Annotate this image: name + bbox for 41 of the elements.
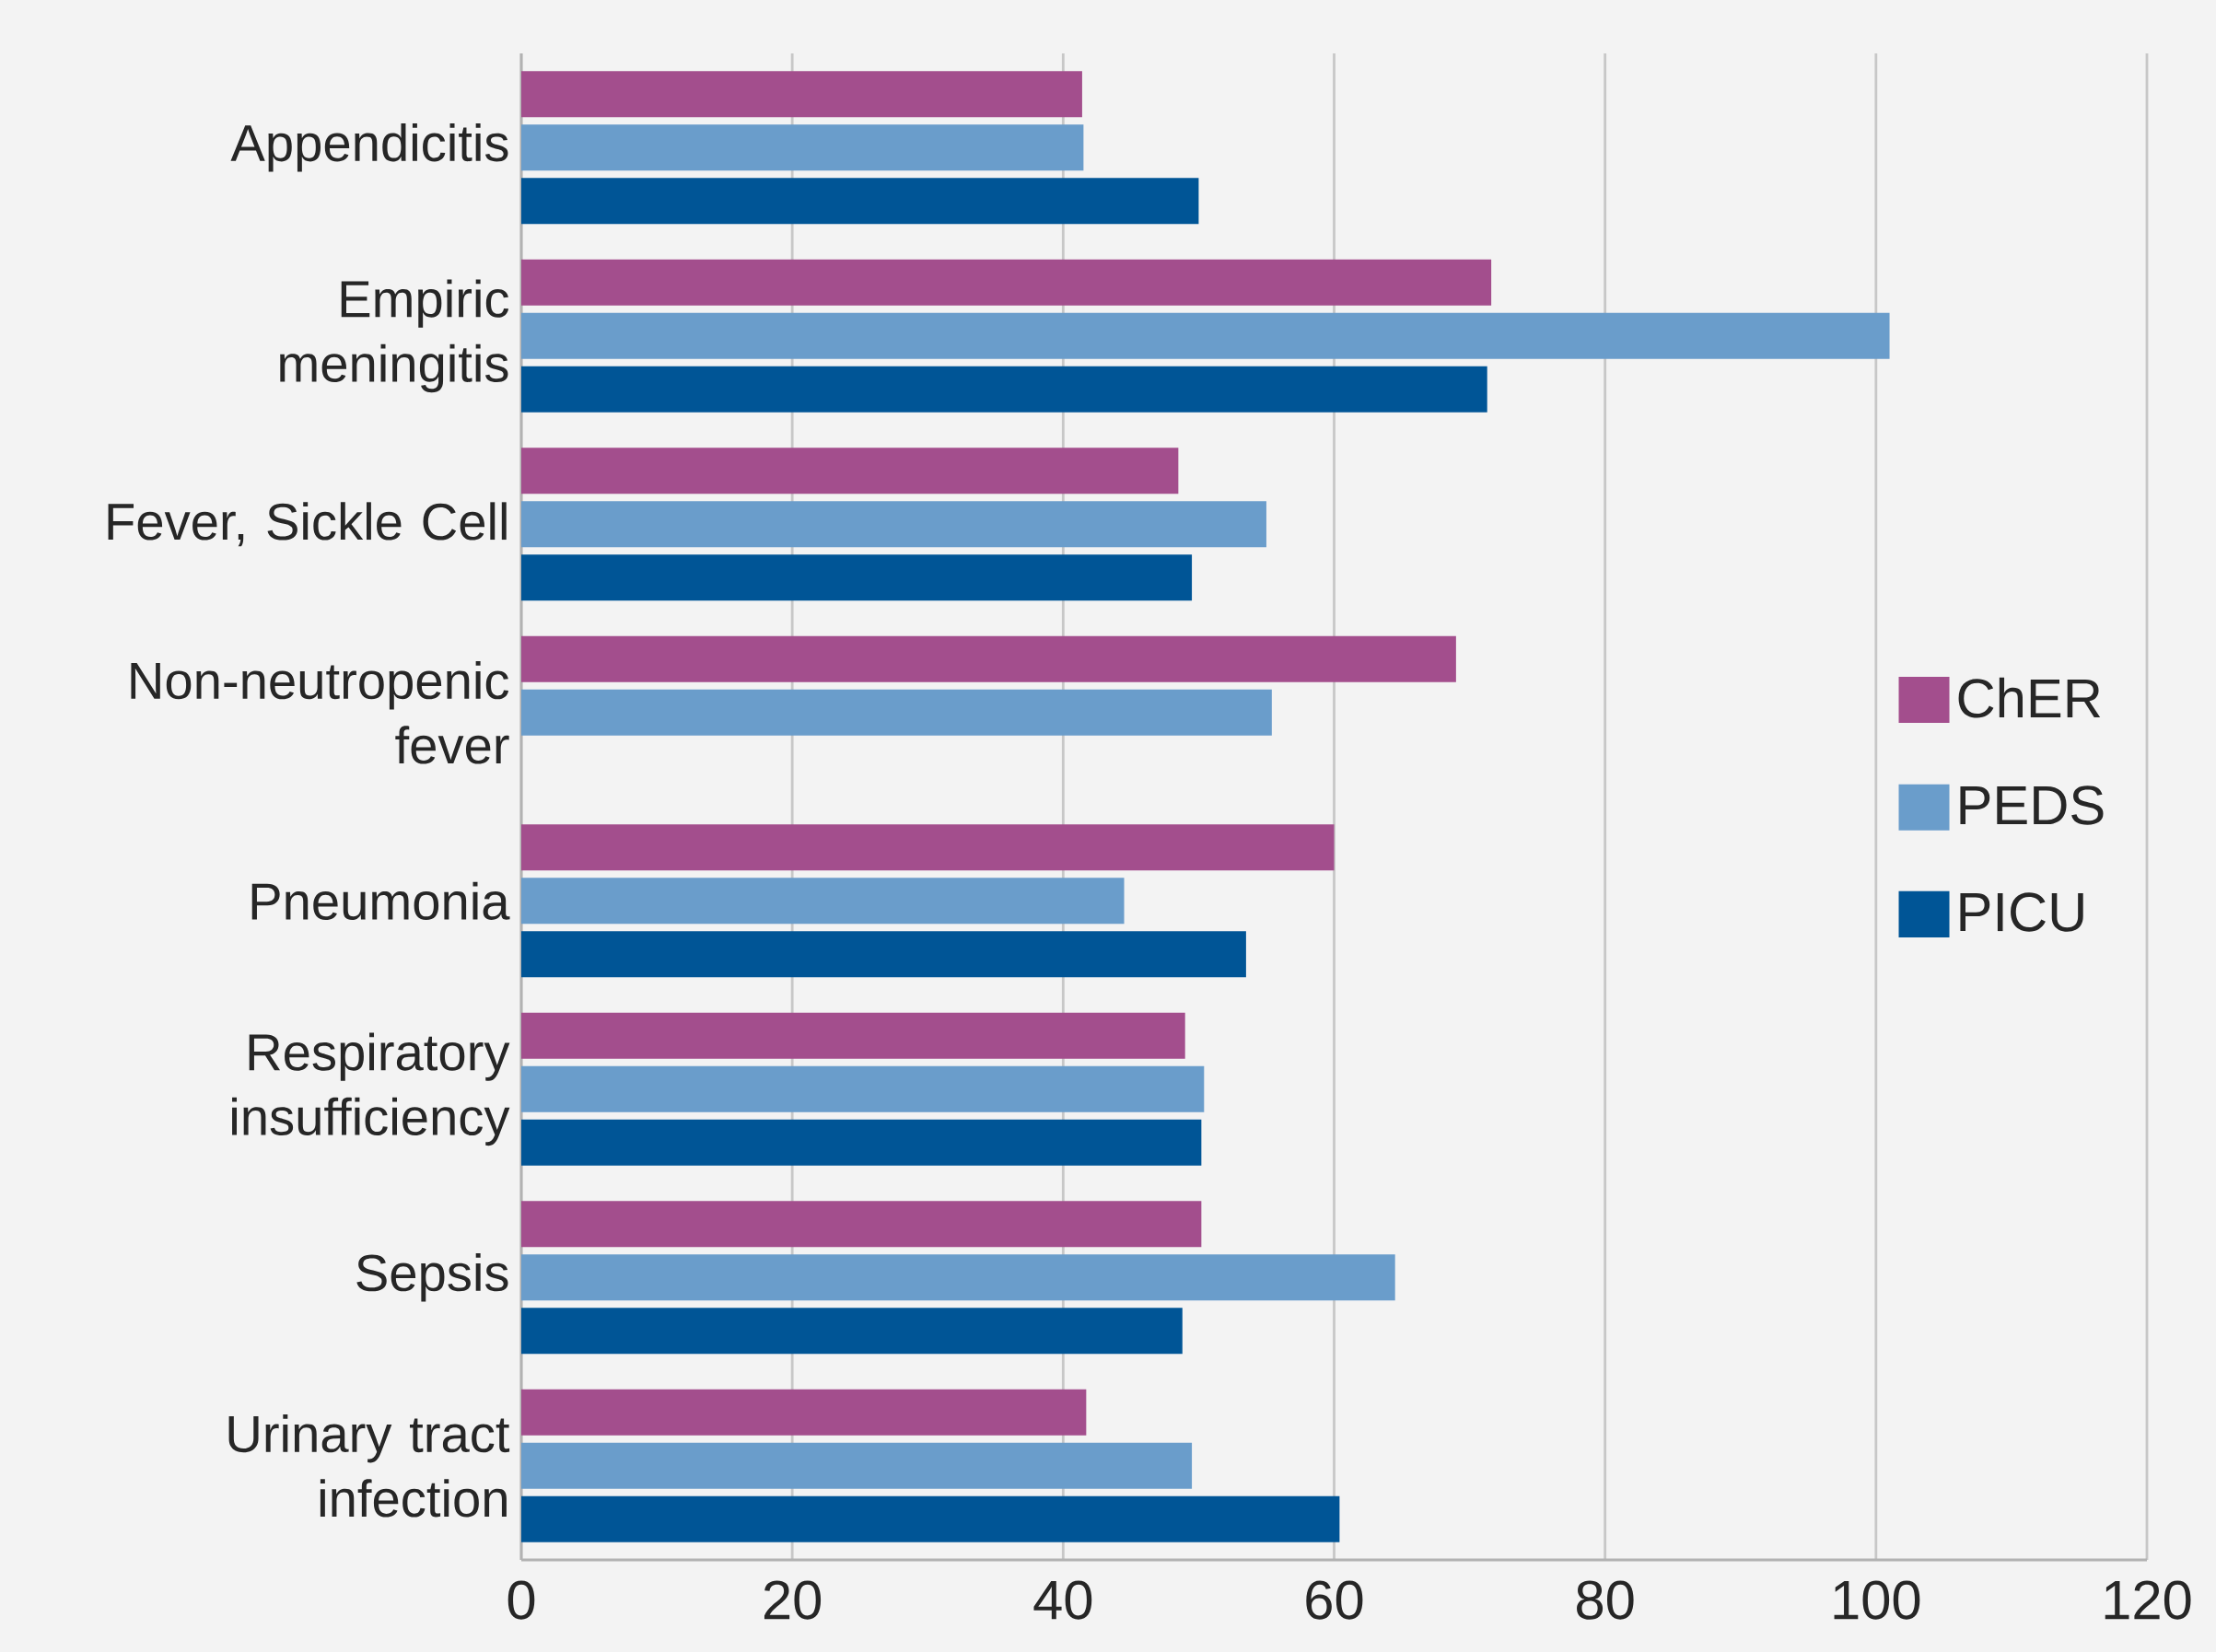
bar — [521, 501, 1266, 548]
bar — [521, 824, 1335, 871]
x-tick-label: 100 — [1834, 1580, 1920, 1620]
x-tick-label: 80 — [1577, 1580, 1634, 1620]
bar — [521, 1065, 1205, 1112]
legend-label: PEDS — [1960, 785, 2104, 825]
bar — [521, 554, 1193, 601]
y-tick-label: Respiratory insufficiency — [232, 1032, 510, 1146]
bar — [521, 635, 1456, 682]
y-tick-label: Non-neutropenic fever — [131, 661, 509, 764]
bar — [521, 1012, 1185, 1059]
legend-label: ChER — [1958, 677, 2101, 718]
x-tick-label: 0 — [507, 1580, 535, 1620]
x-tick-label: 40 — [1033, 1580, 1092, 1620]
x-tick-label: 60 — [1306, 1580, 1363, 1620]
bar — [521, 366, 1487, 413]
y-tick-label: Fever, Sickle Cell — [108, 502, 507, 547]
bar — [521, 124, 1084, 171]
bar — [521, 689, 1272, 736]
bar — [521, 259, 1492, 306]
y-tick-label: Pneumonia — [251, 881, 510, 920]
bar — [521, 1201, 1202, 1248]
bar — [521, 1442, 1193, 1489]
y-tick-label: Appendicitis — [230, 123, 508, 172]
y-tick-label: Urinary tract infection — [228, 1414, 510, 1518]
y-tick-label: Empiric meningitis — [280, 279, 509, 393]
bar — [521, 1308, 1183, 1355]
bar — [521, 1119, 1202, 1166]
bar — [521, 878, 1125, 925]
bar — [521, 1495, 1340, 1542]
bar — [521, 448, 1179, 494]
x-tick-label: 120 — [2105, 1580, 2191, 1620]
y-tick-label: Sepsis — [356, 1253, 508, 1302]
bar — [521, 312, 1890, 359]
x-tick-label: 20 — [764, 1580, 822, 1620]
bar — [521, 1254, 1395, 1301]
bar — [521, 71, 1082, 118]
bar — [521, 178, 1199, 225]
legend-label: PICU — [1960, 892, 2083, 932]
bar — [521, 1389, 1087, 1436]
bar — [521, 931, 1246, 978]
